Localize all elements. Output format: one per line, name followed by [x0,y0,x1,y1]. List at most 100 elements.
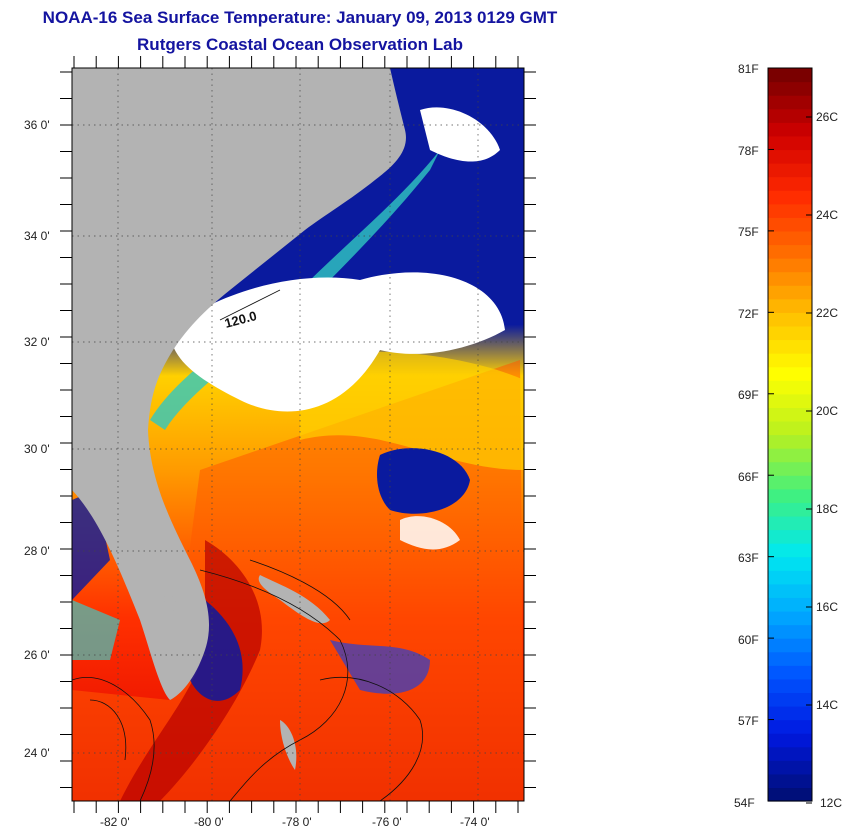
colorbar-f-label: 81F [738,62,759,76]
lat-tick-label: 26 0' [24,648,50,662]
colorbar-band [768,176,812,191]
colorbar-band [768,529,812,544]
colorbar-band [768,787,812,802]
colorbar-band [768,570,812,585]
colorbar-band [768,733,812,748]
colorbar-band [768,135,812,151]
colorbar-band [768,68,812,83]
colorbar-band [768,448,812,463]
colorbar-band [768,366,812,381]
colorbar-band [768,244,812,259]
colorbar-band [768,353,812,368]
colorbar-f-label: 78F [738,144,759,158]
lon-tick-label: -82 0' [100,815,130,829]
colorbar-strip [768,68,812,802]
colorbar-band [768,203,812,218]
colorbar-ticks [768,67,812,804]
map-panel: 120.0 [72,68,524,801]
colorbar-band [768,190,812,205]
colorbar-band [768,434,812,449]
title-line-1: NOAA-16 Sea Surface Temperature: January… [42,8,558,27]
title-line-2: Rutgers Coastal Ocean Observation Lab [137,35,463,54]
lon-tick-label: -80 0' [194,815,224,829]
colorbar-band [768,393,812,408]
colorbar [767,67,813,804]
colorbar-band [768,665,812,680]
colorbar-band [768,81,812,96]
colorbar-c-label: 18C [816,502,839,516]
colorbar-band [768,502,812,517]
colorbar-f-label: 72F [738,307,759,321]
colorbar-band [768,230,812,246]
colorbar-band [768,692,812,707]
cloud-cover-east [400,516,460,550]
green-patch-gulf [72,600,120,660]
colorbar-band [768,258,812,273]
colorbar-band [768,638,812,653]
island-small [164,594,176,611]
lat-tick-label: 36 0' [24,118,50,132]
colorbar-frame [767,67,813,802]
map-frame [71,67,525,802]
colorbar-f-label: 75F [738,225,759,239]
colorbar-band [768,122,812,137]
colorbar-band [768,95,812,110]
colorbar-band [768,108,812,123]
colorbar-band [768,515,812,531]
colorbar-band [768,597,812,612]
cold-patch-east [330,640,430,694]
colorbar-band [768,556,812,571]
colorbar-band [768,407,812,422]
lon-tick-label: -76 0' [372,815,402,829]
colorbar-band [768,380,812,395]
colorbar-band [768,149,812,164]
lat-tick-label: 24 0' [24,746,50,760]
colorbar-band [768,678,812,693]
colorbar-f-label: 69F [738,388,759,402]
island-andros [280,720,297,770]
colorbar-f-label: 63F [738,551,759,565]
colorbar-c-label: 22C [816,306,839,320]
colorbar-band [768,746,812,761]
bathymetry-contours [72,289,423,801]
colorbar-c-label: 24C [816,208,839,222]
lat-tick-label: 30 0' [24,442,50,456]
colorbar-band [768,285,812,300]
colorbar-band [768,217,812,232]
colorbar-band [768,719,812,734]
map-grid [72,68,524,801]
lat-tick-label: 32 0' [24,335,50,349]
colorbar-band [768,420,812,436]
colorbar-band [768,610,812,626]
colorbar-band [768,651,812,666]
lat-tick-label: 28 0' [24,544,50,558]
colorbar-band [768,583,812,598]
colorbar-c-label: 14C [816,698,839,712]
gulf-stream-core [120,540,262,801]
colorbar-c-label: 20C [816,404,839,418]
land-mass [72,68,406,700]
colorbar-band [768,461,812,476]
colorbar-band [768,271,812,286]
colorbar-band [768,488,812,503]
colorbar-band [768,163,812,178]
colorbar-c-label: 26C [816,110,839,124]
map-axis-ticks [60,56,536,813]
colorbar-band [768,760,812,775]
colorbar-band [768,543,812,558]
colorbar-c-label: 16C [816,600,839,614]
colorbar-f-label: 54F [734,796,755,810]
colorbar-band [768,705,812,721]
colorbar-band [768,624,812,639]
island-bahamas-north [258,575,330,624]
lon-tick-label: -74 0' [460,815,490,829]
colorbar-band [768,312,812,327]
colorbar-band [768,325,812,341]
colorbar-band [768,475,812,490]
cloud-cover-north [420,107,500,162]
colorbar-c-label: 12C [820,796,843,810]
colorbar-band [768,298,812,313]
cold-eddy [377,448,470,514]
colorbar-band [768,773,812,789]
